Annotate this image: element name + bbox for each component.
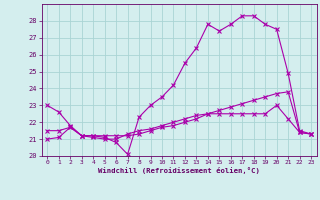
X-axis label: Windchill (Refroidissement éolien,°C): Windchill (Refroidissement éolien,°C)	[98, 167, 260, 174]
